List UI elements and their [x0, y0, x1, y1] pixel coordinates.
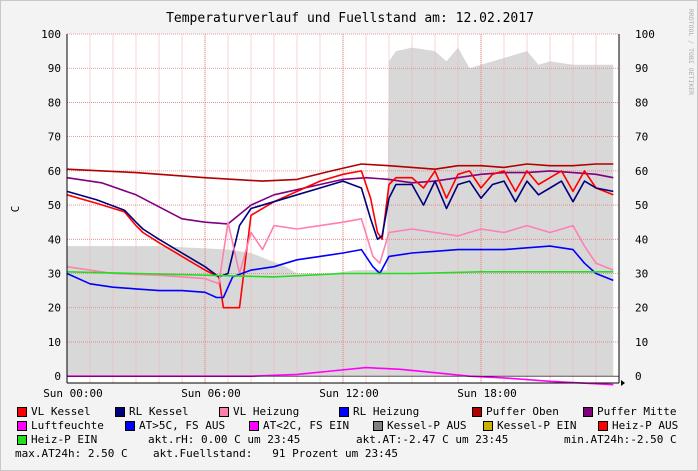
- legend-item: Luftfeuchte: [17, 419, 104, 432]
- x-tick-label: Sun 06:00: [181, 387, 241, 400]
- y-tick-label-left: 100: [41, 28, 61, 41]
- legend-item: RL Heizung: [339, 405, 419, 418]
- y-tick-label-left: 90: [48, 62, 61, 75]
- legend-item: AT<2C, FS EIN: [249, 419, 349, 432]
- y-tick-label-right: 10: [635, 336, 648, 349]
- series-line: [66, 170, 614, 309]
- y-tick-label-left: 60: [48, 165, 61, 178]
- y-tick-label-right: 30: [635, 268, 648, 281]
- series-line: [66, 218, 614, 285]
- legend-swatch: [373, 420, 383, 431]
- legend-item: Puffer Oben: [472, 405, 559, 418]
- y-tick-label-right: 50: [635, 199, 648, 212]
- y-tick-label-right: 60: [635, 165, 648, 178]
- legend-label: RL Kessel: [129, 405, 189, 418]
- chart-title: Temperaturverlauf und Fuellstand am: 12.…: [166, 11, 534, 26]
- y-tick-label-right: 70: [635, 131, 648, 144]
- info-min-at: min.AT24h:-2.50 C: [564, 433, 677, 446]
- legend-swatch: [17, 434, 27, 445]
- y-tick-label-left: 30: [48, 268, 61, 281]
- y-tick-label-right: 40: [635, 233, 648, 246]
- legend-label: Puffer Oben: [486, 405, 559, 418]
- legend-label: AT<2C, FS EIN: [263, 419, 350, 432]
- rrdtool-watermark: RRDTOOL / TOBI OETIKER: [687, 9, 695, 95]
- y-tick-label-right: 100: [635, 28, 655, 41]
- series-line: [66, 270, 614, 278]
- y-tick-label-left: 10: [48, 336, 61, 349]
- x-tick-label: Sun 00:00: [43, 387, 103, 400]
- x-tick-label: Sun 18:00: [457, 387, 517, 400]
- legend-item: VL Kessel: [17, 405, 91, 418]
- legend-label: Heiz-P EIN: [31, 433, 98, 446]
- legend-item: Heiz-P EIN: [17, 433, 97, 446]
- legend-swatch: [125, 420, 135, 431]
- legend-label: Heiz-P AUS: [612, 419, 679, 432]
- legend-label: Kessel-P AUS: [387, 419, 467, 432]
- legend-swatch: [115, 406, 125, 417]
- legend-item: Heiz-P AUS: [598, 419, 678, 432]
- info-fuellstand: akt.Fuellstand: 91 Prozent um 23:45: [153, 447, 399, 460]
- legend-swatch: [339, 406, 349, 417]
- legend-label: AT>5C, FS AUS: [139, 419, 226, 432]
- legend-swatch: [483, 420, 493, 431]
- legend-item: AT>5C, FS AUS: [125, 419, 225, 432]
- legend-swatch: [472, 406, 482, 417]
- legend-label: Kessel-P EIN: [497, 419, 577, 432]
- series-line: [66, 170, 614, 225]
- legend-label: Puffer Mitte: [597, 405, 677, 418]
- legend-item: RL Kessel: [115, 405, 189, 418]
- legend-swatch: [17, 406, 27, 417]
- info-current-rh: akt.rH: 0.00 C um 23:45: [148, 433, 301, 446]
- y-tick-label-left: 20: [48, 302, 61, 315]
- legend-item: Puffer Mitte: [583, 405, 676, 418]
- x-axis-arrow: [621, 380, 625, 386]
- series-line: [66, 163, 614, 182]
- legend-swatch: [598, 420, 608, 431]
- legend-item: Kessel-P AUS: [373, 419, 466, 432]
- series-line: [66, 245, 614, 299]
- legend-swatch: [249, 420, 259, 431]
- info-current-at: akt.AT:-2.47 C um 23:45: [356, 433, 509, 446]
- y-tick-label-right: 90: [635, 62, 648, 75]
- legend-swatch: [219, 406, 229, 417]
- y-tick-label-left: 40: [48, 233, 61, 246]
- y-tick-label-left: 70: [48, 131, 61, 144]
- y-tick-label-right: 20: [635, 302, 648, 315]
- legend-swatch: [583, 406, 593, 417]
- legend-label: VL Heizung: [233, 405, 300, 418]
- fill-area-fuellstand: [67, 47, 614, 377]
- temperature-chart: 0 0 10 10 20 20 30 30 40 40 50 50 60 60 70 70 80 80 90 90 10…: [9, 9, 695, 400]
- legend-item: Kessel-P EIN: [483, 419, 576, 432]
- y-tick-label-right: 0: [635, 370, 642, 383]
- info-max-at: max.AT24h: 2.50 C: [15, 447, 128, 460]
- legend-label: Luftfeuchte: [31, 419, 104, 432]
- y-axis-label: C: [9, 206, 22, 213]
- y-tick-label-left: 0: [54, 370, 61, 383]
- legend-label: RL Heizung: [353, 405, 420, 418]
- series-line: [66, 180, 614, 278]
- legend-label: VL Kessel: [31, 405, 91, 418]
- y-tick-label-right: 80: [635, 96, 648, 109]
- x-tick-label: Sun 12:00: [319, 387, 379, 400]
- y-tick-label-left: 50: [48, 199, 61, 212]
- y-tick-label-left: 80: [48, 96, 61, 109]
- legend-item: VL Heizung: [219, 405, 299, 418]
- legend-swatch: [17, 420, 27, 431]
